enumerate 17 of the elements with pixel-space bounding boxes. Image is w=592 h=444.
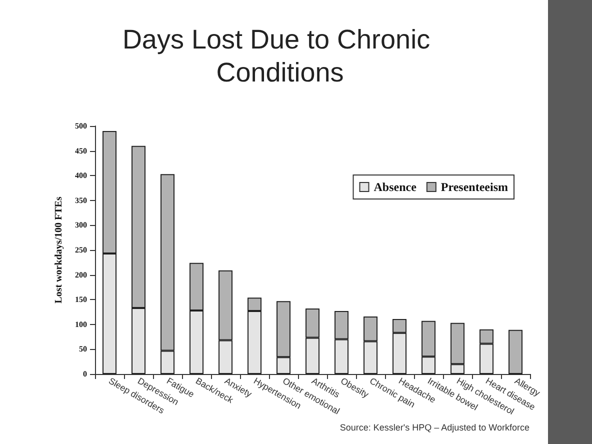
y-tick-label: 50 — [79, 344, 87, 354]
y-tick-label: 250 — [75, 246, 87, 254]
legend-label: Absence — [374, 180, 418, 194]
legend-label: Presenteeism — [440, 180, 508, 194]
y-tick-label: 200 — [75, 270, 87, 280]
y-tick-label: 0 — [83, 370, 87, 378]
chart-title: Days Lost Due to Chronic Conditions — [122, 24, 438, 88]
y-tick-label: 400 — [75, 171, 87, 180]
y-tick-label: 450 — [75, 146, 87, 156]
y-tick-label: 300 — [75, 220, 87, 230]
y-tick-label: 350 — [75, 196, 87, 205]
y-tick-label: 500 — [75, 122, 87, 130]
y-axis-title: Lost workdays/100 FTEs — [54, 196, 65, 304]
y-tick-label: 150 — [75, 295, 87, 304]
y-tick-label: 100 — [75, 320, 87, 329]
source-note: Source: Kessler's HPQ – Adjusted to Workforce — [340, 422, 530, 432]
bar — [508, 330, 522, 374]
